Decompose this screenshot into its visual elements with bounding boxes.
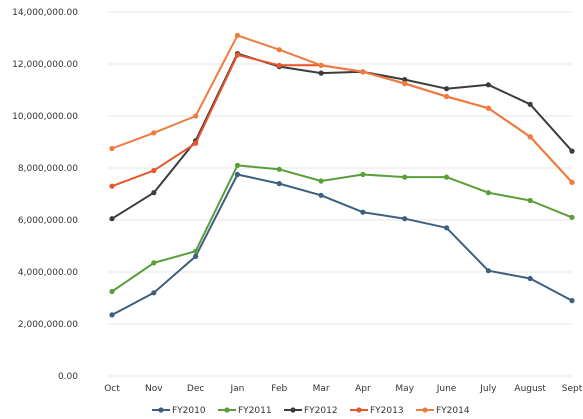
data-point	[360, 209, 366, 215]
data-point	[109, 183, 115, 189]
data-point	[109, 312, 115, 318]
legend-item: FY2012	[284, 406, 338, 416]
data-point	[485, 268, 491, 274]
x-tick-label: Apr	[355, 384, 371, 394]
legend-marker	[290, 407, 296, 413]
series-fy2014	[109, 32, 575, 185]
data-point	[443, 225, 450, 231]
legend-label: FY2010	[172, 406, 206, 416]
data-point	[402, 77, 408, 83]
data-point	[234, 32, 241, 39]
x-axis-ticks: Oct Nov Dec Jan Feb Mar Apr May June July August Se…	[104, 384, 582, 394]
data-point	[527, 275, 533, 282]
x-tick-label: Feb	[271, 384, 287, 394]
y-axis-ticks: 0.00 2,000,000.00 4,000,000.00 6,000,000.00…	[12, 8, 78, 382]
series-line	[111, 52, 573, 220]
data-point	[527, 197, 533, 204]
data-point	[234, 171, 241, 178]
data-point	[151, 260, 157, 266]
legend-label: FY2013	[370, 406, 404, 416]
legend-item: FY2010	[152, 406, 206, 416]
data-point	[485, 105, 491, 111]
x-tick-label: July	[479, 384, 497, 394]
x-tick-label: Nov	[145, 384, 163, 394]
legend-marker	[224, 407, 230, 413]
series-fy2011	[109, 162, 575, 295]
data-point	[234, 52, 241, 58]
data-point	[402, 216, 408, 222]
data-point	[234, 162, 241, 168]
legend-item: FY2014	[416, 406, 470, 416]
data-point	[485, 190, 491, 196]
x-tick-label: Oct	[104, 384, 120, 394]
data-point	[360, 171, 366, 178]
data-point	[402, 174, 408, 180]
data-point	[527, 101, 533, 107]
y-tick-label: 14,000,000.00	[12, 8, 78, 18]
data-point	[193, 140, 199, 146]
data-point	[109, 216, 115, 222]
data-point	[360, 69, 366, 75]
data-point	[276, 166, 282, 172]
legend-item: FY2013	[350, 406, 404, 416]
x-tick-label: August	[514, 384, 546, 394]
legend-marker	[356, 407, 362, 413]
series-line	[111, 173, 573, 316]
data-point	[151, 130, 157, 136]
data-point	[109, 145, 115, 152]
data-point	[443, 174, 450, 180]
data-point	[151, 290, 157, 296]
y-tick-label: 4,000,000.00	[18, 268, 78, 278]
legend-item: FY2011	[218, 406, 272, 416]
legend-label: FY2011	[238, 406, 272, 416]
data-point	[527, 134, 533, 140]
legend-label: FY2012	[304, 406, 338, 416]
x-tick-label: Mar	[313, 384, 330, 394]
x-tick-label: Sept	[562, 384, 583, 394]
y-tick-label: 10,000,000.00	[12, 112, 78, 122]
series-fy2010	[109, 171, 575, 318]
data-point	[193, 253, 199, 259]
grid-layer	[108, 11, 572, 377]
series-line	[111, 164, 573, 293]
series-layer	[109, 32, 575, 318]
x-tick-label: Dec	[187, 384, 204, 394]
data-point	[402, 80, 408, 87]
y-tick-label: 8,000,000.00	[18, 164, 78, 174]
y-tick-label: 12,000,000.00	[12, 60, 78, 70]
y-tick-label: 2,000,000.00	[18, 320, 78, 330]
series-line	[111, 53, 573, 188]
x-tick-label: May	[395, 384, 414, 394]
data-point	[276, 62, 282, 68]
data-point	[151, 168, 157, 174]
x-tick-label: June	[436, 384, 457, 394]
data-point	[318, 70, 324, 76]
data-point	[318, 192, 324, 198]
data-point	[318, 178, 324, 184]
series-line	[111, 34, 573, 183]
y-tick-label: 6,000,000.00	[18, 216, 78, 226]
data-point	[318, 62, 324, 68]
data-point	[443, 93, 450, 100]
data-point	[443, 86, 450, 92]
legend-label: FY2014	[436, 406, 470, 416]
data-point	[569, 179, 575, 185]
legend-marker	[422, 407, 428, 413]
data-point	[569, 148, 575, 154]
legend-marker	[158, 407, 164, 413]
data-point	[569, 298, 575, 304]
data-point	[193, 248, 199, 254]
x-tick-label: Jan	[230, 384, 245, 394]
data-point	[276, 181, 282, 187]
data-point	[569, 214, 575, 220]
legend: FY2010 FY2011 FY2012 FY2013 FY2014	[152, 406, 470, 416]
data-point	[276, 47, 282, 53]
data-point	[193, 113, 199, 119]
data-point	[109, 288, 115, 295]
data-point	[151, 190, 157, 196]
y-tick-label: 0.00	[58, 372, 78, 382]
data-point	[485, 82, 491, 88]
